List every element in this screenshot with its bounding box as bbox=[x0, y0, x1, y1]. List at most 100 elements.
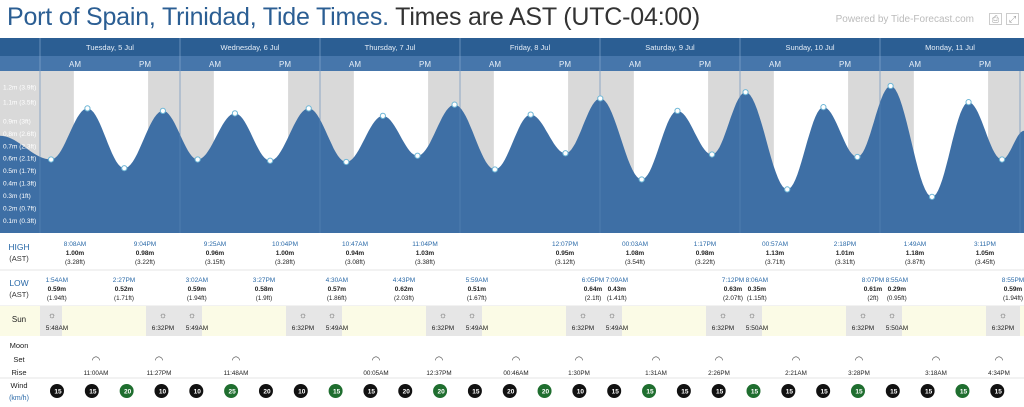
high-tide-time: 2:18PM bbox=[834, 241, 856, 248]
moon-icon: ◠ bbox=[512, 355, 521, 366]
high-tide-marker[interactable] bbox=[820, 104, 827, 111]
low-tide-marker[interactable] bbox=[194, 156, 201, 163]
wind-marker bbox=[572, 384, 587, 398]
low-tide-marker[interactable] bbox=[267, 157, 274, 164]
wind-marker bbox=[676, 384, 691, 398]
tide-area bbox=[0, 86, 1024, 233]
title-bar: Port of Spain, Trinidad, Tide Times. Tim… bbox=[0, 0, 1024, 38]
day-label: Tuesday, 5 Jul bbox=[86, 43, 134, 52]
low-tide-height-ft: (2ft) bbox=[867, 295, 878, 302]
low-tide-marker[interactable] bbox=[928, 193, 936, 200]
high-tide-marker[interactable] bbox=[674, 107, 681, 114]
low-tide-height-m: 0.58m bbox=[255, 286, 274, 293]
sunset-icon: ☼ bbox=[999, 310, 1007, 320]
wind-marker bbox=[746, 384, 761, 398]
low-tide-marker[interactable] bbox=[414, 152, 421, 159]
moon-time: 2:21AM bbox=[785, 370, 807, 377]
wind-speed: 15 bbox=[890, 389, 898, 396]
low-tide-height-m: 0.62m bbox=[395, 286, 414, 293]
wind-speed: 20 bbox=[263, 389, 271, 396]
low-tide-marker[interactable] bbox=[47, 156, 55, 163]
high-tide-time: 00:03AM bbox=[622, 241, 648, 248]
am-label: AM bbox=[69, 60, 81, 69]
low-tide-marker[interactable] bbox=[998, 156, 1006, 163]
y-tick-label: 0.2m (0.7ft) bbox=[3, 206, 36, 213]
am-label: AM bbox=[349, 60, 361, 69]
low-tide-height-m: 0.59m bbox=[48, 286, 67, 293]
low-tide-marker[interactable] bbox=[708, 151, 716, 158]
title-location: Port of Spain, Trinidad, Tide Times. bbox=[7, 3, 389, 31]
low-tide-marker[interactable] bbox=[562, 150, 569, 157]
sunrise-icon: ☼ bbox=[748, 310, 756, 320]
high-tide-time: 9:04PM bbox=[134, 241, 156, 248]
print-icon[interactable]: ⎙ bbox=[989, 13, 1002, 25]
high-tide-marker[interactable] bbox=[527, 111, 534, 118]
sunset-time: 6:32PM bbox=[432, 325, 454, 332]
moon-time: 11:00AM bbox=[84, 370, 109, 377]
am-label: AM bbox=[209, 60, 221, 69]
low-tide-marker[interactable] bbox=[121, 165, 128, 172]
pm-label: PM bbox=[419, 60, 431, 69]
wind-marker bbox=[711, 384, 726, 398]
wind-speed: 20 bbox=[437, 389, 445, 396]
low-tide-height-ft: (1.15ft) bbox=[747, 295, 767, 302]
high-tide-height-m: 1.00m bbox=[66, 250, 85, 257]
high-tide-marker[interactable] bbox=[742, 89, 749, 96]
high-tide-marker[interactable] bbox=[887, 82, 894, 90]
wind-speed: 20 bbox=[124, 389, 132, 396]
low-tide-height-ft: (2.1ft) bbox=[585, 295, 601, 302]
moon-time: 4:34PM bbox=[988, 370, 1010, 377]
moon-time: 11:27PM bbox=[147, 370, 172, 377]
wind-marker bbox=[293, 384, 308, 398]
low-tide-height-ft: (1.41ft) bbox=[607, 295, 627, 302]
wind-marker bbox=[502, 384, 517, 398]
high-tide-height-ft: (3.22ft) bbox=[695, 259, 715, 266]
wind-speed: 15 bbox=[925, 389, 933, 396]
high-tide-marker[interactable] bbox=[597, 95, 604, 102]
day-label: Saturday, 9 Jul bbox=[645, 43, 695, 52]
low-tide-marker[interactable] bbox=[638, 176, 645, 183]
low-tide-height-m: 0.35m bbox=[748, 286, 767, 293]
low-tide-time: 5:59AM bbox=[466, 277, 488, 284]
sunrise-icon: ☼ bbox=[608, 310, 616, 320]
sun-night-cell bbox=[986, 306, 1020, 336]
wind-speed: 15 bbox=[716, 389, 724, 396]
sun-night-cell bbox=[426, 306, 460, 336]
wind-marker bbox=[920, 384, 935, 398]
wind-speed: 15 bbox=[646, 389, 654, 396]
day-label: Sunday, 10 Jul bbox=[785, 43, 834, 52]
high-ast-label: (AST) bbox=[9, 254, 29, 263]
high-tide-height-m: 0.98m bbox=[696, 250, 715, 257]
sunset-time: 6:32PM bbox=[712, 325, 734, 332]
high-tide-marker[interactable] bbox=[231, 110, 239, 117]
moon-icon: ◠ bbox=[435, 355, 444, 366]
sunrise-time: 5:48AM bbox=[46, 325, 68, 332]
low-tide-marker[interactable] bbox=[343, 158, 350, 166]
pm-label: PM bbox=[139, 60, 151, 69]
powered-by-link[interactable]: Powered by Tide-Forecast.com bbox=[835, 14, 974, 25]
high-tide-marker[interactable] bbox=[305, 105, 312, 112]
day-label: Monday, 11 Jul bbox=[925, 43, 975, 52]
wind-speed: 10 bbox=[159, 389, 167, 396]
sunset-icon: ☼ bbox=[859, 310, 867, 320]
high-tide-marker[interactable] bbox=[451, 101, 458, 108]
low-tide-marker[interactable] bbox=[854, 153, 861, 161]
low-tide-marker[interactable] bbox=[491, 166, 499, 173]
low-tide-height-ft: (1.67ft) bbox=[467, 295, 487, 302]
high-tide-height-m: 1.18m bbox=[906, 250, 925, 257]
high-tide-height-ft: (3.28ft) bbox=[275, 259, 295, 266]
wind-marker bbox=[955, 384, 970, 398]
low-tide-height-m: 0.57m bbox=[328, 286, 347, 293]
wind-unit-link[interactable]: (km/h) bbox=[9, 395, 29, 402]
expand-icon[interactable]: ⤢ bbox=[1006, 13, 1019, 25]
high-tide-marker[interactable] bbox=[965, 99, 972, 106]
high-tide-time: 1:17PM bbox=[694, 241, 716, 248]
high-tide-marker[interactable] bbox=[84, 105, 91, 112]
low-tide-marker[interactable] bbox=[784, 186, 791, 193]
pm-label: PM bbox=[279, 60, 291, 69]
low-tide-height-m: 0.61m bbox=[864, 286, 883, 293]
high-tide-marker[interactable] bbox=[379, 112, 387, 119]
high-tide-marker[interactable] bbox=[159, 107, 166, 114]
sunset-icon: ☼ bbox=[159, 310, 167, 320]
